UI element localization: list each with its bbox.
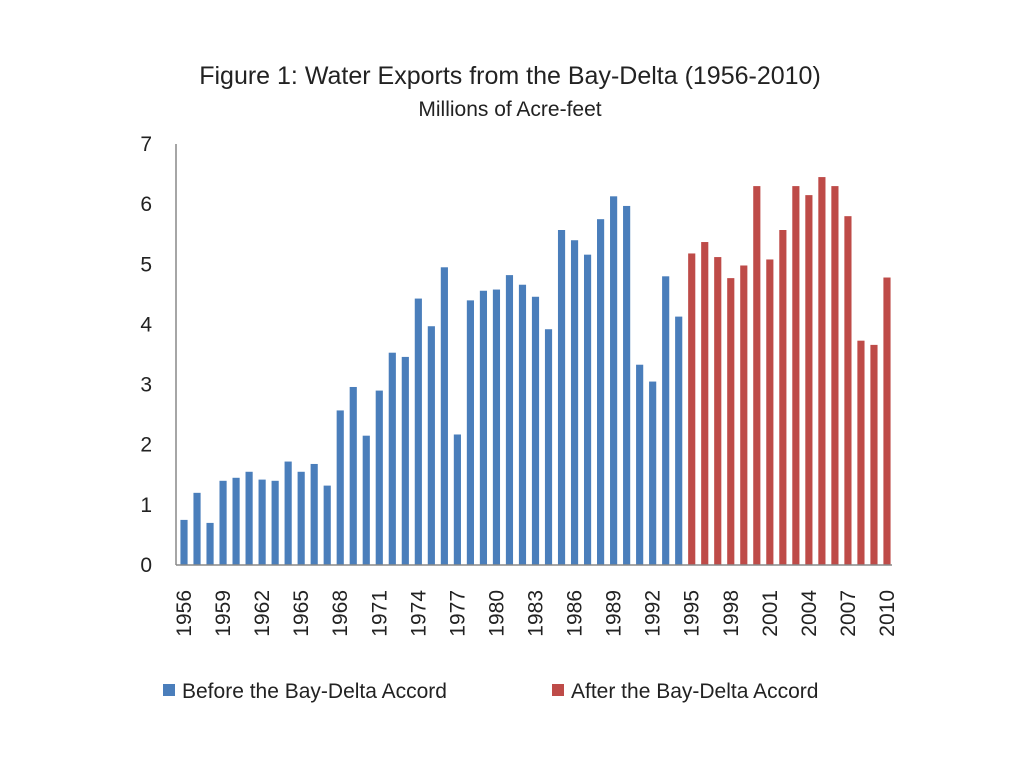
legend: Before the Bay-Delta Accord After the Ba… <box>163 680 818 703</box>
bar-1991 <box>636 364 644 565</box>
legend-label-after: After the Bay-Delta Accord <box>571 680 818 703</box>
bar-1977 <box>453 434 461 565</box>
bar-1989 <box>610 196 618 565</box>
x-tick-label: 2010 <box>876 590 899 637</box>
bar-1969 <box>349 386 357 565</box>
y-tick-label: 4 <box>140 313 152 336</box>
x-tick-label: 1956 <box>173 590 196 637</box>
x-tick-label: 1992 <box>642 590 665 637</box>
y-tick-label: 1 <box>140 494 152 517</box>
bar-1986 <box>570 240 579 566</box>
bar-1966 <box>310 463 318 565</box>
bar-2002 <box>779 230 787 565</box>
bar-1963 <box>271 480 279 565</box>
bar-2005 <box>818 177 826 565</box>
x-tick-label: 1983 <box>525 590 548 637</box>
bar-1979 <box>479 290 488 565</box>
bar-2000 <box>753 186 761 565</box>
bar-1976 <box>440 267 448 565</box>
bar-1999 <box>740 265 748 565</box>
bar-1960 <box>232 477 240 565</box>
bar-1984 <box>544 329 553 565</box>
bar-2007 <box>844 216 852 566</box>
x-tick-label: 2007 <box>837 590 860 637</box>
x-tick-label: 2004 <box>798 590 821 637</box>
y-tick-label: 6 <box>140 193 152 216</box>
bar-1959 <box>219 480 227 565</box>
bar-1996 <box>701 242 709 565</box>
bar-1964 <box>284 461 292 565</box>
chart-subtitle: Millions of Acre-feet <box>418 98 601 121</box>
bar-2006 <box>831 186 839 565</box>
bar-1967 <box>323 485 331 565</box>
bar-1982 <box>518 284 527 565</box>
x-tick-label: 1989 <box>603 590 626 637</box>
x-tick-label: 1971 <box>368 590 391 637</box>
bar-1962 <box>258 479 266 565</box>
bar-1983 <box>531 296 540 565</box>
x-tick-label: 2001 <box>759 590 782 637</box>
x-tick-label: 1962 <box>251 590 274 637</box>
bar-1971 <box>375 390 383 565</box>
bar-1958 <box>206 522 214 565</box>
y-tick-label: 0 <box>140 554 152 577</box>
bar-1968 <box>336 410 344 565</box>
x-tick-label: 1977 <box>446 590 469 637</box>
bar-1998 <box>727 278 735 565</box>
bar-2008 <box>857 340 865 565</box>
bar-1993 <box>662 276 670 565</box>
chart-title: Figure 1: Water Exports from the Bay-Del… <box>199 62 821 90</box>
x-tick-label: 1974 <box>407 590 430 637</box>
legend-label-before: Before the Bay-Delta Accord <box>182 680 447 703</box>
y-tick-label: 2 <box>140 434 152 457</box>
bar-1965 <box>297 471 305 565</box>
bar-1990 <box>623 205 631 565</box>
bar-2010 <box>883 277 891 565</box>
bar-2001 <box>766 259 774 565</box>
bar-1974 <box>414 298 422 565</box>
bar-2003 <box>792 186 800 565</box>
bar-1997 <box>714 257 722 565</box>
y-tick-label: 7 <box>140 133 152 156</box>
x-tick-label: 1980 <box>485 590 508 637</box>
bar-1978 <box>466 300 474 565</box>
bars <box>180 177 891 566</box>
y-tick-label: 5 <box>140 253 152 276</box>
bar-2004 <box>805 195 813 565</box>
bar-1994 <box>675 316 683 565</box>
x-tick-label: 1959 <box>212 590 235 637</box>
bar-1972 <box>388 352 396 565</box>
bar-1973 <box>401 356 409 565</box>
y-axis-tick-labels: 0 1 2 3 4 5 6 7 <box>140 133 152 577</box>
bar-1957 <box>193 492 201 565</box>
x-tick-label: 1998 <box>720 590 743 637</box>
bar-1985 <box>557 230 566 565</box>
bar-2009 <box>870 344 878 565</box>
legend-swatch-before <box>163 684 175 696</box>
x-tick-label: 1986 <box>564 590 587 637</box>
bar-1988 <box>597 219 605 565</box>
x-tick-label: 1995 <box>681 590 704 637</box>
x-tick-label: 1968 <box>329 590 352 637</box>
bar-1975 <box>427 326 435 565</box>
bar-1980 <box>492 289 501 565</box>
y-tick-label: 3 <box>140 374 152 397</box>
x-axis-tick-labels: 1956 1959 1962 1965 1968 1971 1974 1977 1980 1983… <box>173 590 899 637</box>
bar-1995 <box>688 253 696 565</box>
bar-1961 <box>245 471 253 565</box>
x-tick-label: 1965 <box>290 590 313 637</box>
bar-1970 <box>362 435 370 565</box>
bar-1956 <box>180 519 188 565</box>
bar-1992 <box>649 381 657 565</box>
bar-1987 <box>583 254 592 565</box>
legend-swatch-after <box>552 684 564 696</box>
bar-1981 <box>505 275 514 565</box>
